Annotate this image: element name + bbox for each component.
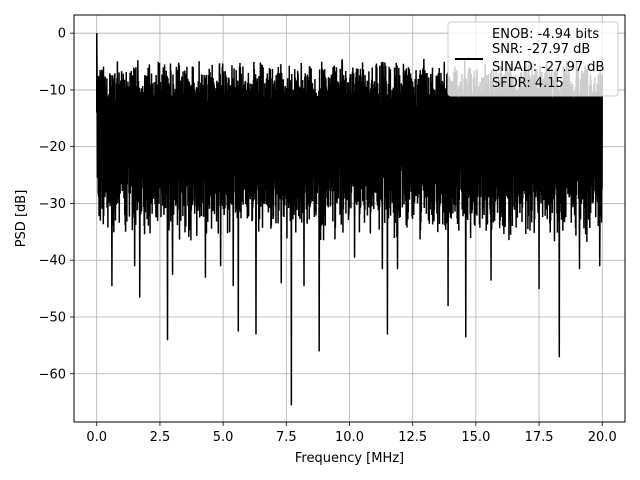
- series-layer: [96, 33, 603, 406]
- y-tick-label: −10: [39, 83, 66, 98]
- psd-dip-point: [280, 282, 282, 284]
- psd-dip-point: [111, 285, 113, 287]
- psd-dip-point: [290, 404, 292, 406]
- legend: ENOB: -4.94 bits SNR: -27.97 dB SINAD: -…: [447, 21, 619, 97]
- psd-dip-point: [558, 356, 560, 358]
- psd-dip-point: [139, 296, 141, 298]
- psd-dip-point: [381, 268, 383, 270]
- psd-dip-point: [386, 333, 389, 335]
- psd-series-line: [96, 33, 603, 405]
- x-tick-label: 17.5: [525, 430, 554, 445]
- psd-dip-point: [166, 339, 169, 341]
- psd-dip-point: [237, 330, 239, 332]
- legend-entry-sinad: SINAD: -27.97 dB: [492, 60, 604, 75]
- y-tick-label: −40: [39, 254, 66, 269]
- y-tick-label: −20: [39, 140, 66, 155]
- psd-dip-point: [318, 350, 320, 352]
- psd-dip-point: [599, 265, 601, 267]
- psd-dip-point: [538, 288, 540, 290]
- psd-dip-point: [219, 265, 222, 267]
- y-tick-label: 0: [58, 27, 66, 42]
- psd-dip-point: [255, 333, 257, 335]
- psd-dip-point: [465, 336, 467, 338]
- y-tick-label: −30: [39, 197, 66, 212]
- legend-box: [447, 21, 619, 97]
- x-tick-label: 5.0: [213, 430, 234, 445]
- x-tick-label: 12.5: [398, 430, 427, 445]
- x-tick-label: 7.5: [276, 430, 297, 445]
- psd-dip-point: [490, 279, 492, 281]
- x-tick-label: 2.5: [150, 430, 171, 445]
- y-axis-label: PSD [dB]: [14, 190, 29, 248]
- psd-dip-point: [204, 276, 207, 278]
- psd-dip-point: [303, 285, 305, 287]
- psd-dip-point: [447, 305, 449, 307]
- x-tick-label: 0.0: [86, 430, 107, 445]
- psd-dip-point: [353, 256, 356, 258]
- psd-dip-point: [232, 285, 234, 287]
- psd-dip-point: [578, 268, 581, 270]
- legend-entry-snr: SNR: -27.97 dB: [492, 42, 590, 57]
- x-tick-label: 10.0: [335, 430, 364, 445]
- legend-entry-sfdr: SFDR: 4.15: [492, 76, 564, 91]
- y-tick-label: −50: [39, 310, 66, 325]
- x-tick-label: 15.0: [461, 430, 490, 445]
- y-tick-label: −60: [39, 367, 66, 382]
- x-axis-label: Frequency [MHz]: [295, 451, 404, 466]
- psd-dip-point: [134, 265, 136, 267]
- legend-entry-enob: ENOB: -4.94 bits: [492, 27, 599, 42]
- ticks-layer: 0.0 2.5 5.0 7.5 10.0 12.5 15.0 17.5 20.0 0 −10 −20 −…: [39, 27, 617, 445]
- psd-dip-point: [396, 268, 399, 270]
- x-tick-label: 20.0: [588, 430, 617, 445]
- psd-dip-point: [171, 273, 174, 276]
